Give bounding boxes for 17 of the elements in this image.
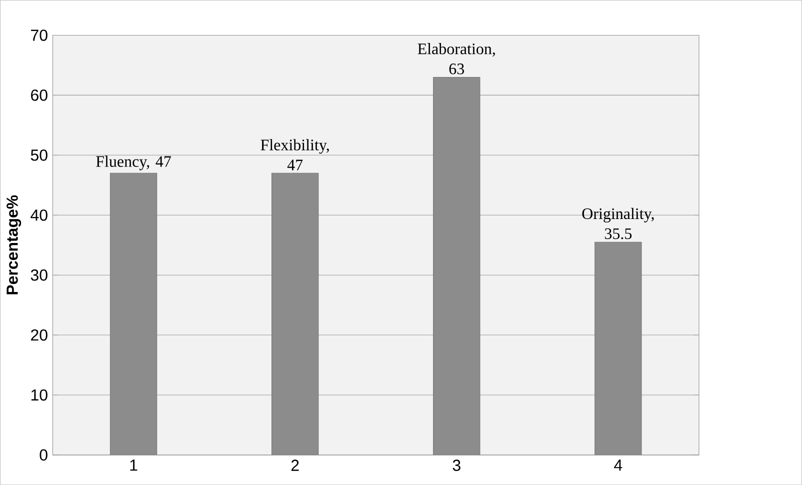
y-tick-label: 10 bbox=[31, 389, 48, 401]
y-tick-label: 60 bbox=[31, 89, 48, 101]
data-label: Elaboration, 63 bbox=[418, 42, 495, 74]
x-tick-label: 3 bbox=[452, 460, 460, 471]
y-tick-label: 50 bbox=[30, 149, 48, 161]
x-tick-label: 4 bbox=[614, 460, 622, 471]
y-tick-label: 40 bbox=[30, 209, 48, 221]
y-tick-label: 20 bbox=[31, 329, 48, 341]
data-label: Fluency, 47 bbox=[96, 156, 171, 170]
x-tick-label: 1 bbox=[130, 460, 138, 471]
y-tick-label: 30 bbox=[30, 269, 48, 281]
y-axis-title: Percentage% bbox=[6, 195, 22, 294]
y-tick-label: 0 bbox=[40, 449, 48, 461]
data-label: Originality, 35.5 bbox=[582, 208, 654, 240]
x-tick-label: 2 bbox=[291, 460, 299, 471]
data-label: Flexibility, 47 bbox=[260, 139, 329, 170]
y-tick-label: 70 bbox=[31, 29, 48, 41]
